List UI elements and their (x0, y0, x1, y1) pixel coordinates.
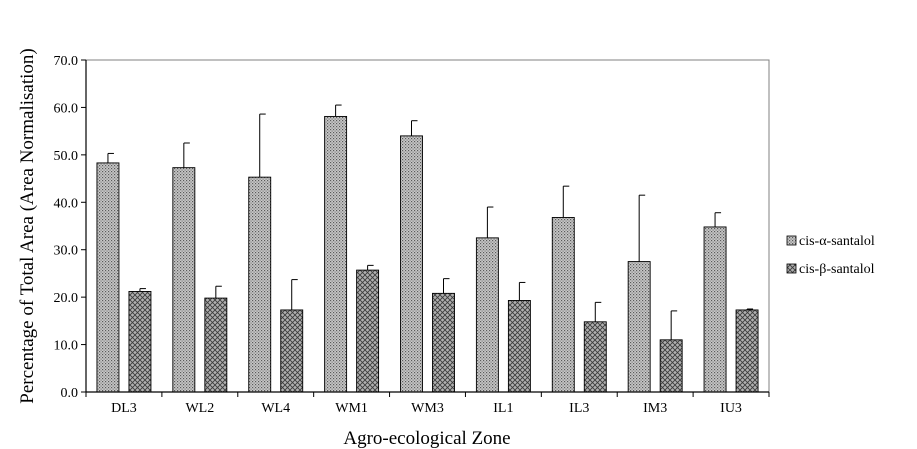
x-tick-label: WL4 (261, 401, 290, 416)
x-tick-label: DL3 (111, 401, 137, 416)
bar-beta-wl4 (280, 309, 304, 393)
y-tick-label: 20.0 (54, 291, 79, 306)
y-axis-ticks: 0.0 10.0 20.0 30.0 40.0 50.0 60.0 70.0 (54, 54, 86, 401)
bar-alpha-iu3 (703, 226, 727, 393)
legend-label-beta: cis-β-santalol (799, 262, 875, 277)
x-tick-label: IU3 (720, 401, 742, 416)
bar-alpha-wm3 (400, 135, 423, 393)
x-tick-label: IL1 (493, 401, 513, 416)
bar-beta-wm3 (432, 292, 455, 393)
x-tick-label: WM1 (335, 401, 368, 416)
bar-beta-wl2 (204, 297, 228, 393)
x-axis-title: Agro-ecological Zone (343, 428, 510, 449)
x-tick-label: IM3 (643, 401, 667, 416)
x-tick-label: WL2 (185, 401, 214, 416)
bar-alpha-dl3 (96, 162, 120, 393)
legend-label-alpha: cis-α-santalol (799, 234, 875, 249)
legend-swatch-beta (786, 263, 797, 274)
bar-alpha-il1 (475, 237, 499, 393)
y-tick-label: 30.0 (54, 244, 79, 259)
bar-beta-dl3 (128, 291, 152, 393)
bar-alpha-wm1 (324, 115, 348, 393)
legend: cis-α-santalol cis-β-santalol (786, 234, 875, 277)
x-tick-label: WM3 (411, 401, 444, 416)
bar-beta-iu3 (735, 309, 759, 393)
y-tick-label: 70.0 (54, 54, 79, 69)
legend-swatch-alpha (786, 235, 797, 246)
bar-beta-im3 (659, 339, 683, 393)
bar-alpha-im3 (627, 261, 651, 393)
bar-beta-wm1 (356, 269, 380, 393)
bars-layer (96, 115, 759, 393)
bar-alpha-wl4 (248, 176, 272, 393)
y-tick-label: 60.0 (54, 101, 79, 116)
bar-alpha-il3 (551, 217, 575, 393)
y-tick-label: 50.0 (54, 149, 79, 164)
bar-beta-il3 (583, 321, 607, 393)
y-tick-label: 0.0 (61, 386, 79, 401)
y-tick-label: 40.0 (54, 196, 79, 211)
error-bars-layer (107, 104, 754, 340)
x-tick-label: IL3 (569, 401, 589, 416)
y-tick-label: 10.0 (54, 339, 79, 354)
bar-beta-il1 (507, 300, 531, 393)
x-axis-ticks: DL3 WL2 WL4 WM1 WM3 IL1 IL3 IM3 IU3 (85, 392, 770, 416)
y-axis-title: Percentage of Total Area (Area Normalisa… (17, 48, 38, 403)
bar-alpha-wl2 (172, 167, 196, 393)
